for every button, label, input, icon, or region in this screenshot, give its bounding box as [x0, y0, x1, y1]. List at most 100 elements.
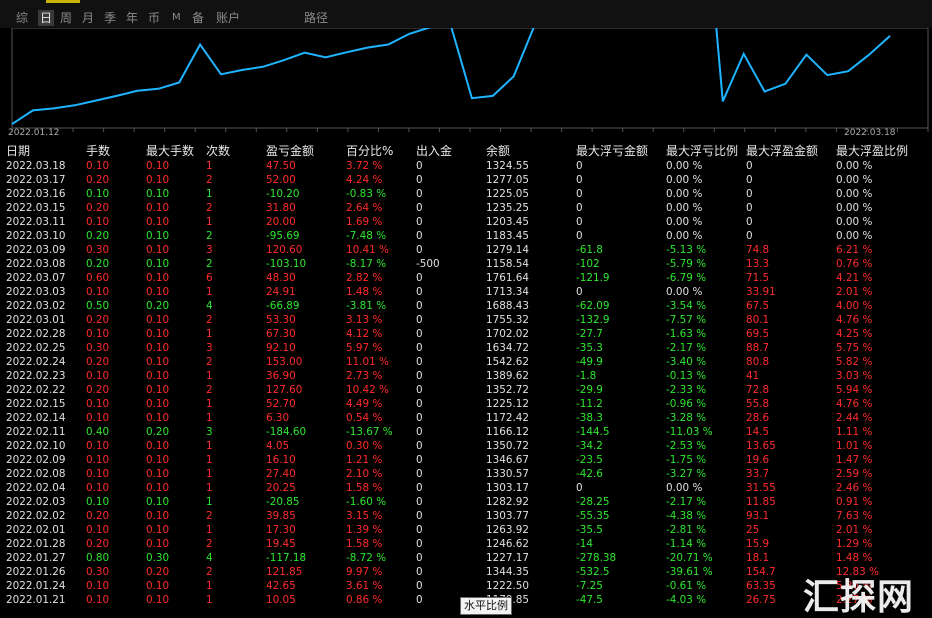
table-cell: 0: [416, 160, 423, 172]
table-row[interactable]: 2022.03.08 0.20 0.10 2 -103.10 -8.17 % -500 115…: [0, 257, 932, 271]
table-cell: -103.10: [266, 258, 307, 270]
tab-9[interactable]: 账户: [216, 11, 241, 25]
table-row[interactable]: 2022.02.22 0.20 0.10 2 127.60 10.42 % 0 1352.72…: [0, 383, 932, 397]
table-row[interactable]: 2022.01.26 0.30 0.20 2 121.85 9.97 % 0 1344.35 -…: [0, 565, 932, 579]
column-header[interactable]: 最大浮盈金额: [746, 144, 819, 158]
tab-8[interactable]: 备: [192, 11, 205, 25]
table-cell: 2: [206, 230, 213, 242]
table-cell: 1.69 %: [346, 216, 383, 228]
table-cell: 2022.02.23: [6, 370, 66, 382]
table-cell: -8.72 %: [346, 552, 387, 564]
table-cell: 1634.72: [486, 342, 529, 354]
table-cell: -0.13 %: [666, 370, 707, 382]
table-cell: 17.30: [266, 524, 296, 536]
column-header[interactable]: 余额: [486, 144, 511, 158]
column-header[interactable]: 最大浮亏金额: [576, 144, 649, 158]
table-cell: 0.91 %: [836, 496, 873, 508]
table-cell: 19.45: [266, 538, 296, 550]
table-row[interactable]: 2022.01.27 0.80 0.30 4 -117.18 -8.72 % 0 1227.1…: [0, 551, 932, 565]
table-row[interactable]: 2022.02.03 0.10 0.10 1 -20.85 -1.60 % 0 1282.92…: [0, 495, 932, 509]
table-cell: 47.50: [266, 160, 296, 172]
table-row[interactable]: 2022.02.24 0.20 0.10 2 153.00 11.01 % 0 1542.62…: [0, 355, 932, 369]
table-row[interactable]: 2022.02.11 0.40 0.20 3 -184.60 -13.67 % 0 1166.…: [0, 425, 932, 439]
table-cell: -7.25: [576, 580, 603, 592]
table-row[interactable]: 2022.03.09 0.30 0.10 3 120.60 10.41 % 0 1279.14…: [0, 243, 932, 257]
table-cell: 0.00 %: [666, 216, 703, 228]
table-row[interactable]: 2022.02.09 0.10 0.10 1 16.10 1.21 % 0 1346.67 -2…: [0, 453, 932, 467]
tab-5[interactable]: 年: [126, 11, 139, 25]
table-row[interactable]: 2022.02.28 0.10 0.10 1 67.30 4.12 % 0 1702.02 -2…: [0, 327, 932, 341]
table-row[interactable]: 2022.02.01 0.10 0.10 1 17.30 1.39 % 0 1263.92 -3…: [0, 523, 932, 537]
column-header[interactable]: 百分比%: [346, 144, 394, 158]
table-cell: 13.3: [746, 258, 770, 270]
table-row[interactable]: 2022.03.03 0.10 0.10 1 24.91 1.48 % 0 1713.34 0 0…: [0, 285, 932, 299]
table-cell: 0.10: [146, 384, 170, 396]
table-cell: 0: [416, 580, 423, 592]
table-cell: 0.00 %: [666, 482, 703, 494]
column-header[interactable]: 最大浮亏比例: [666, 144, 739, 158]
column-header[interactable]: 日期: [6, 144, 31, 158]
table-row[interactable]: 2022.02.23 0.10 0.10 1 36.90 2.73 % 0 1389.62 -1…: [0, 369, 932, 383]
table-cell: 1761.64: [486, 272, 529, 284]
column-header[interactable]: 最大手数: [146, 144, 195, 158]
table-cell: -8.17 %: [346, 258, 387, 270]
title-accent: [46, 0, 80, 3]
table-cell: 0: [416, 538, 423, 550]
table-cell: 0: [416, 426, 423, 438]
table-cell: 1246.62: [486, 538, 529, 550]
table-cell: 1: [206, 524, 213, 536]
table-row[interactable]: 2022.03.01 0.20 0.10 2 53.30 3.13 % 0 1755.32 -1…: [0, 313, 932, 327]
tab-7[interactable]: M: [172, 12, 181, 23]
table-row[interactable]: 2022.03.07 0.60 0.10 6 48.30 2.82 % 0 1761.64 -1…: [0, 271, 932, 285]
table-cell: 4.00 %: [836, 300, 873, 312]
table-row[interactable]: 2022.02.14 0.10 0.10 1 6.30 0.54 % 0 1172.42 -38…: [0, 411, 932, 425]
table-row[interactable]: 2022.03.17 0.20 0.10 2 52.00 4.24 % 0 1277.05 0 0…: [0, 173, 932, 187]
table-cell: 0.10: [146, 594, 170, 606]
table-row[interactable]: 2022.02.25 0.30 0.10 3 92.10 5.97 % 0 1634.72 -3…: [0, 341, 932, 355]
table-cell: 1203.45: [486, 216, 529, 228]
tab-4[interactable]: 季: [104, 11, 117, 25]
table-cell: 0.10: [86, 524, 110, 536]
tab-1[interactable]: 日: [38, 10, 55, 26]
table-cell: -1.14 %: [666, 538, 707, 550]
tab-3[interactable]: 月: [82, 11, 95, 25]
table-cell: 2022.02.28: [6, 328, 66, 340]
table-cell: 2022.01.26: [6, 566, 66, 578]
table-row[interactable]: 2022.02.10 0.10 0.10 1 4.05 0.30 % 0 1350.72 -34…: [0, 439, 932, 453]
column-header[interactable]: 出入金: [416, 144, 453, 158]
table-row[interactable]: 2022.01.28 0.20 0.10 2 19.45 1.58 % 0 1246.62 -1…: [0, 537, 932, 551]
table-row[interactable]: 2022.03.11 0.10 0.10 1 20.00 1.69 % 0 1203.45 0 0…: [0, 215, 932, 229]
table-cell: -13.67 %: [346, 426, 393, 438]
table-row[interactable]: 2022.03.18 0.10 0.10 1 47.50 3.72 % 0 1324.55 0 0…: [0, 159, 932, 173]
column-header[interactable]: 最大浮盈比例: [836, 144, 909, 158]
table-cell: -49.9: [576, 356, 603, 368]
table-row[interactable]: 2022.03.15 0.20 0.10 2 31.80 2.64 % 0 1235.25 0 0…: [0, 201, 932, 215]
column-header[interactable]: 次数: [206, 144, 231, 158]
tooltip: 水平比例: [460, 597, 512, 615]
table-row[interactable]: 2022.02.02 0.20 0.10 2 39.85 3.15 % 0 1303.77 -5…: [0, 509, 932, 523]
tab-10[interactable]: 路径: [304, 11, 329, 25]
table-cell: 0: [416, 188, 423, 200]
tab-0[interactable]: 综: [16, 11, 29, 25]
table-cell: 2: [206, 566, 213, 578]
table-cell: -6.79 %: [666, 272, 707, 284]
table-cell: 1: [206, 468, 213, 480]
table-row[interactable]: 2022.03.02 0.50 0.20 4 -66.89 -3.81 % 0 1688.43…: [0, 299, 932, 313]
table-row[interactable]: 2022.03.16 0.10 0.10 1 -10.20 -0.83 % 0 1225.05…: [0, 187, 932, 201]
table-cell: 2022.02.22: [6, 384, 66, 396]
column-header[interactable]: 手数: [86, 144, 111, 158]
table-row[interactable]: 2022.02.15 0.10 0.10 1 52.70 4.49 % 0 1225.12 -1…: [0, 397, 932, 411]
table-cell: 153.00: [266, 356, 303, 368]
table-cell: -38.3: [576, 412, 603, 424]
tab-6[interactable]: 币: [148, 11, 161, 25]
table-cell: -11.03 %: [666, 426, 713, 438]
table-row[interactable]: 2022.02.04 0.10 0.10 1 20.25 1.58 % 0 1303.17 0 0…: [0, 481, 932, 495]
table-cell: 1: [206, 286, 213, 298]
tab-2[interactable]: 周: [60, 11, 73, 25]
table-cell: 1324.55: [486, 160, 529, 172]
table-row[interactable]: 2022.01.24 0.10 0.10 1 42.65 3.61 % 0 1222.50 -7…: [0, 579, 932, 593]
column-header[interactable]: 盈亏金额: [266, 144, 315, 158]
table-row[interactable]: 2022.03.10 0.20 0.10 2 -95.69 -7.48 % 0 1183.45…: [0, 229, 932, 243]
table-row[interactable]: 2022.02.08 0.10 0.10 1 27.40 2.10 % 0 1330.57 -4…: [0, 467, 932, 481]
table-cell: 18.1: [746, 552, 770, 564]
